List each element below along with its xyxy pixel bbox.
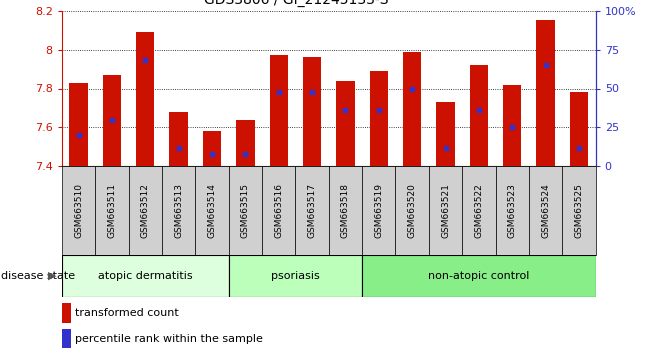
Bar bbox=[462, 166, 495, 255]
Bar bbox=[95, 166, 129, 255]
Text: GSM663512: GSM663512 bbox=[141, 183, 150, 238]
Bar bbox=[503, 85, 521, 166]
Bar bbox=[362, 255, 596, 297]
Text: GDS3806 / GI_21245133-S: GDS3806 / GI_21245133-S bbox=[204, 0, 389, 7]
Text: GSM663524: GSM663524 bbox=[541, 183, 550, 238]
Text: GSM663519: GSM663519 bbox=[374, 183, 383, 238]
Text: GSM663518: GSM663518 bbox=[341, 183, 350, 238]
Bar bbox=[536, 20, 555, 166]
Text: transformed count: transformed count bbox=[76, 308, 179, 318]
Text: GSM663525: GSM663525 bbox=[574, 183, 583, 238]
Bar bbox=[337, 81, 355, 166]
Bar bbox=[562, 166, 596, 255]
Bar bbox=[62, 329, 72, 348]
Bar bbox=[396, 166, 429, 255]
Text: atopic dermatitis: atopic dermatitis bbox=[98, 271, 193, 281]
Bar bbox=[362, 166, 396, 255]
Bar bbox=[429, 166, 462, 255]
Text: GSM663522: GSM663522 bbox=[475, 183, 484, 238]
Text: percentile rank within the sample: percentile rank within the sample bbox=[76, 334, 263, 344]
Bar bbox=[62, 303, 72, 323]
Bar bbox=[62, 166, 95, 255]
Bar bbox=[529, 166, 562, 255]
Bar bbox=[229, 166, 262, 255]
Text: GSM663517: GSM663517 bbox=[307, 183, 316, 238]
Bar bbox=[229, 255, 362, 297]
Bar bbox=[103, 75, 121, 166]
Bar bbox=[162, 166, 195, 255]
Bar bbox=[136, 32, 154, 166]
Bar bbox=[195, 166, 229, 255]
Text: disease state: disease state bbox=[1, 271, 76, 281]
Text: GSM663523: GSM663523 bbox=[508, 183, 517, 238]
Bar bbox=[128, 166, 162, 255]
Bar bbox=[436, 102, 454, 166]
Text: GSM663515: GSM663515 bbox=[241, 183, 250, 238]
Bar bbox=[296, 166, 329, 255]
Bar bbox=[270, 56, 288, 166]
Text: GSM663511: GSM663511 bbox=[107, 183, 117, 238]
Bar bbox=[262, 166, 296, 255]
Text: psoriasis: psoriasis bbox=[271, 271, 320, 281]
Text: GSM663520: GSM663520 bbox=[408, 183, 417, 238]
Text: GSM663516: GSM663516 bbox=[274, 183, 283, 238]
Bar bbox=[495, 166, 529, 255]
Bar bbox=[303, 57, 321, 166]
Bar bbox=[236, 120, 255, 166]
Text: non-atopic control: non-atopic control bbox=[428, 271, 529, 281]
Bar bbox=[203, 131, 221, 166]
Text: GSM663521: GSM663521 bbox=[441, 183, 450, 238]
Bar bbox=[403, 51, 421, 166]
Bar bbox=[370, 71, 388, 166]
Bar bbox=[570, 92, 588, 166]
Bar bbox=[70, 83, 88, 166]
Bar bbox=[329, 166, 362, 255]
Text: GSM663510: GSM663510 bbox=[74, 183, 83, 238]
Bar bbox=[62, 255, 229, 297]
Bar bbox=[169, 112, 187, 166]
Text: ▶: ▶ bbox=[48, 271, 57, 281]
Text: GSM663514: GSM663514 bbox=[208, 183, 217, 238]
Text: GSM663513: GSM663513 bbox=[174, 183, 183, 238]
Bar bbox=[470, 65, 488, 166]
